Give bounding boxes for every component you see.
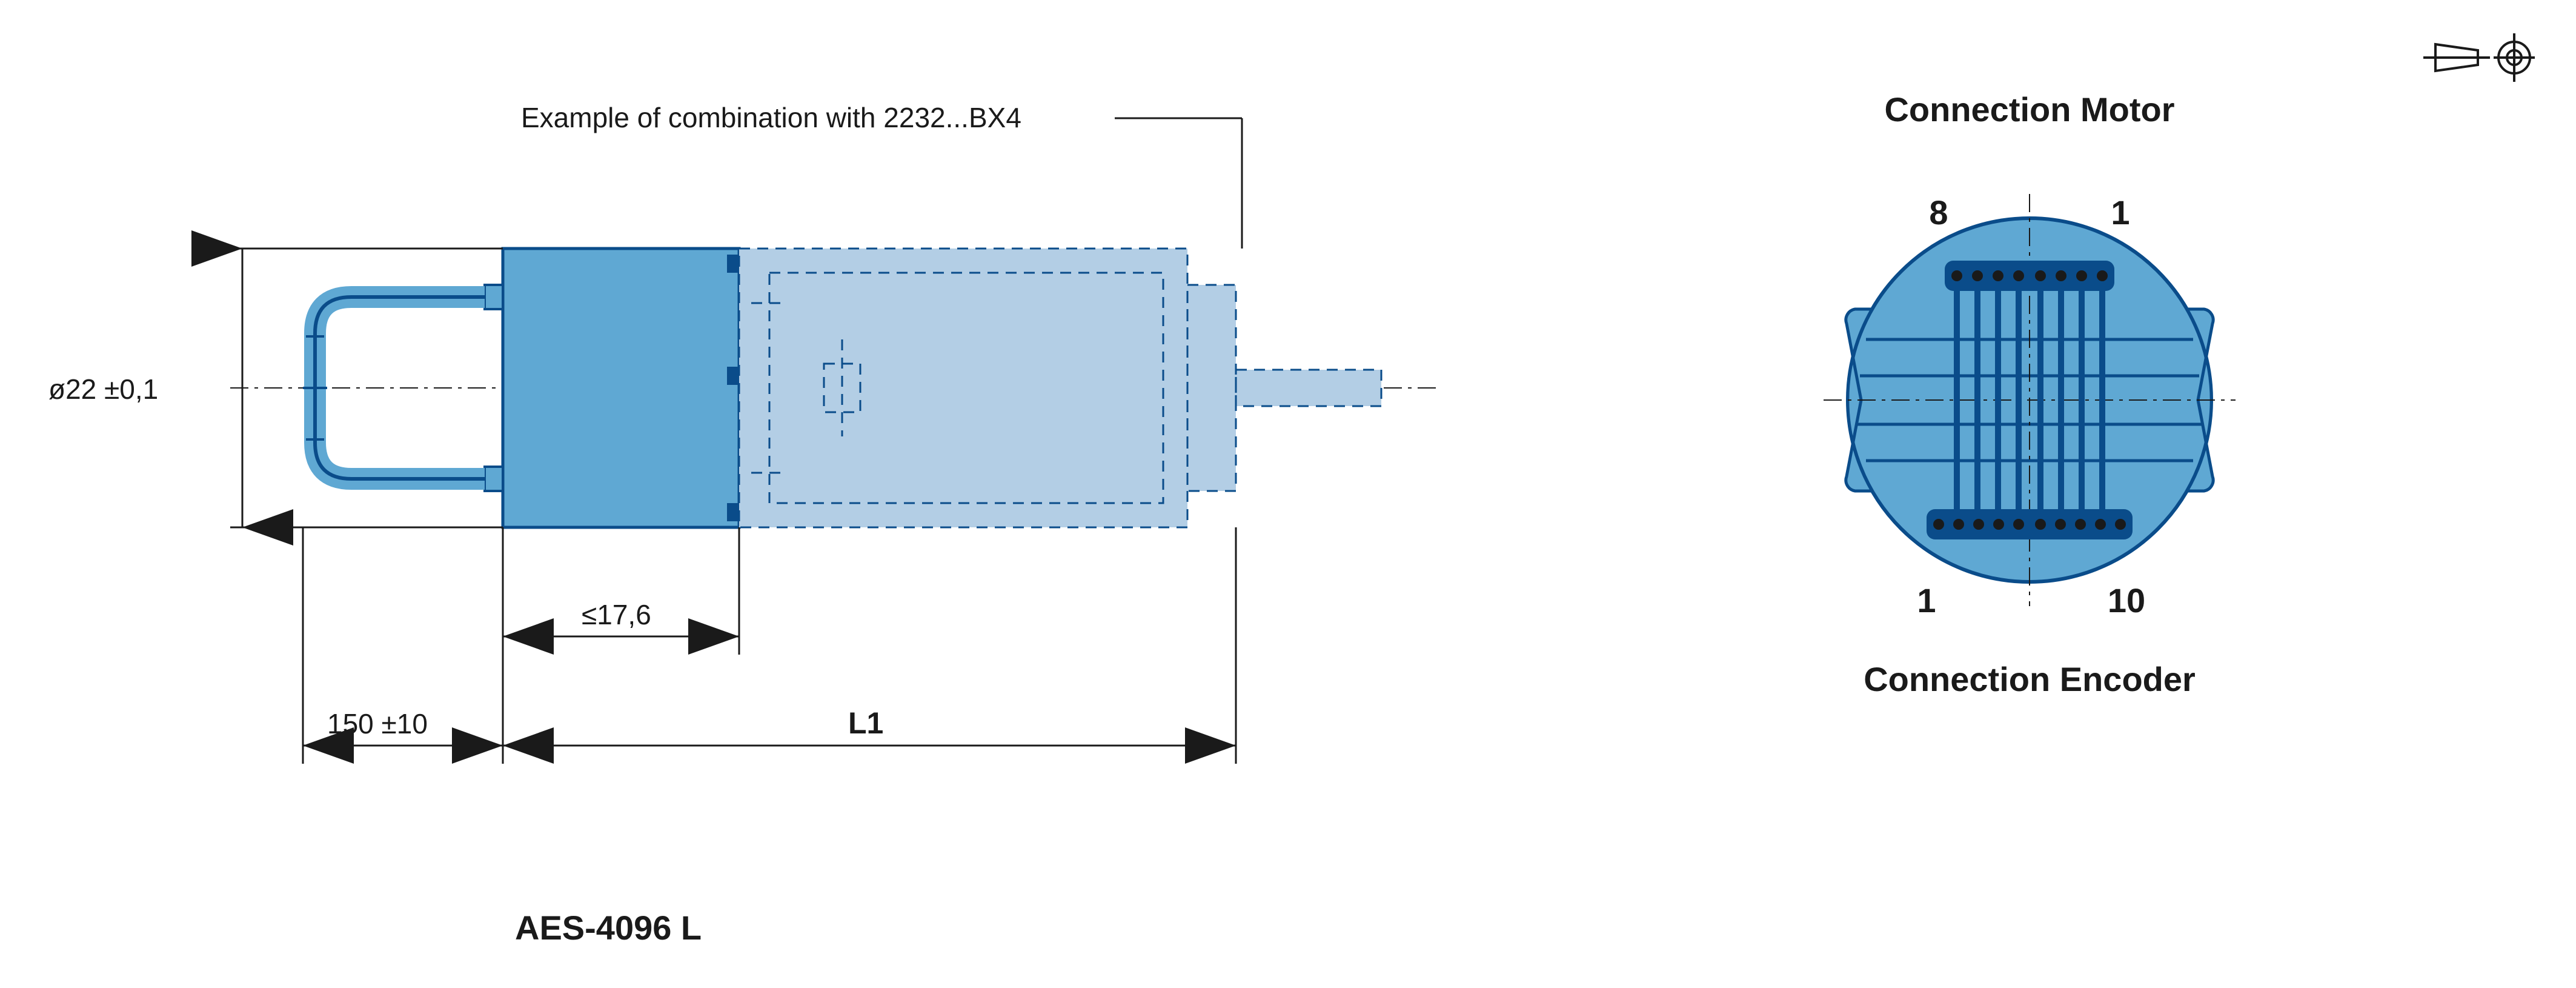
combination-caption: Example of combination with 2232...BX4 (521, 102, 1021, 133)
pin-tl: 8 (1929, 193, 1948, 232)
dim-overall-len-label: L1 (848, 706, 883, 740)
dim-cable-len: 150 ±10 (303, 708, 503, 746)
pin-tr: 1 (2111, 193, 2130, 232)
dim-overall-len: L1 (503, 706, 1236, 746)
encoder-body (503, 249, 739, 527)
diagram-canvas: Example of combination with 2232...BX4 (0, 0, 2576, 988)
side-elevation: Example of combination with 2232...BX4 (48, 102, 1442, 947)
title-connection-motor: Connection Motor (1884, 90, 2174, 129)
model-label: AES-4096 L (515, 909, 702, 947)
connector-encoder (1927, 509, 2133, 539)
motor-body-outline (739, 249, 1381, 527)
rear-view: Connection Motor (1824, 90, 2236, 698)
title-connection-encoder: Connection Encoder (1864, 660, 2196, 698)
dim-diameter-label: ø22 ±0,1 (48, 373, 158, 405)
dim-encoder-len-label: ≤17,6 (582, 599, 651, 630)
pin-br: 10 (2108, 581, 2145, 619)
dim-cable-len-label: 150 ±10 (327, 708, 428, 739)
pin-bl: 1 (1917, 581, 1936, 619)
projection-symbol-icon (2423, 33, 2535, 82)
dim-encoder-len: ≤17,6 (503, 599, 739, 636)
